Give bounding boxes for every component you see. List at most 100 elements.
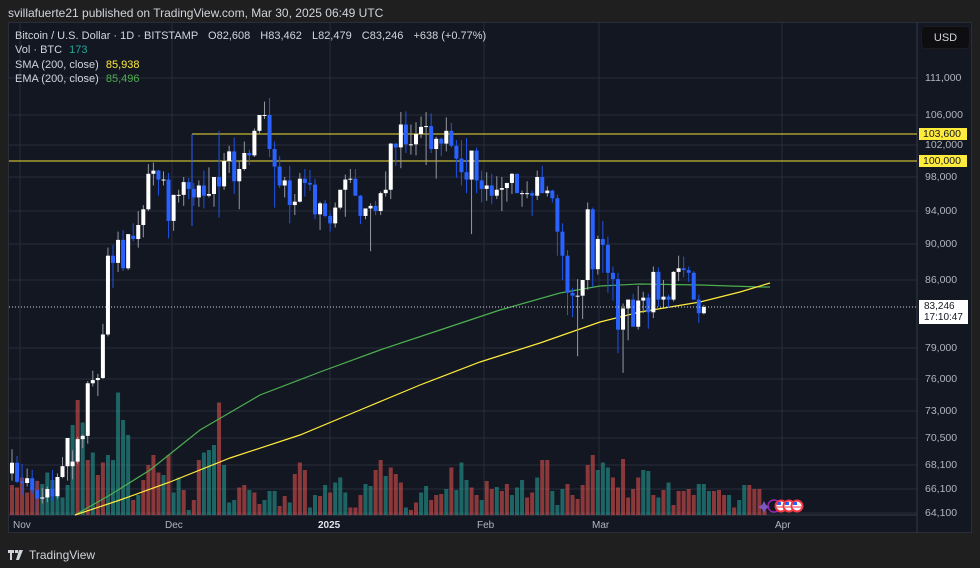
candle-body — [605, 244, 610, 273]
candle-body — [459, 158, 464, 173]
volume-bar — [383, 476, 388, 515]
tradingview-brand[interactable]: TradingView — [8, 548, 95, 562]
candle-body — [328, 215, 333, 224]
candle-body — [151, 170, 156, 174]
candle-body — [75, 439, 80, 462]
candle-body — [126, 234, 131, 269]
candle-body — [206, 194, 211, 196]
price-tick-label: 94,000 — [925, 205, 958, 217]
volume-bar — [499, 491, 504, 515]
symbol-row[interactable]: Bitcoin / U.S. Dollar · 1D · BITSTAMP O8… — [15, 29, 486, 43]
volume-bar — [156, 472, 161, 515]
volume-bar — [600, 462, 605, 515]
volume-bar — [444, 489, 449, 515]
volume-bar — [100, 462, 105, 515]
candle-body — [318, 203, 323, 215]
chart-frame[interactable] — [8, 22, 972, 533]
ema-row[interactable]: EMA (200, close) 85,496 — [15, 72, 486, 86]
sma-row[interactable]: SMA (200, close) 85,938 — [15, 58, 486, 72]
candle-body — [454, 145, 459, 159]
time-tick-label: Feb — [477, 520, 495, 531]
ema-label: EMA (200, close) — [15, 72, 99, 85]
candle-body — [35, 490, 40, 499]
time-tick-label: Nov — [13, 520, 31, 531]
volume-bar — [706, 491, 711, 515]
volume-bar — [439, 494, 444, 515]
candle-body — [348, 178, 353, 180]
level-tag-103600: 103,600 — [919, 128, 967, 140]
volume-bar — [307, 507, 312, 515]
candle-body — [262, 115, 267, 116]
candle-body — [560, 231, 565, 256]
candle-body — [434, 138, 439, 149]
candle-body — [116, 239, 121, 263]
candle-body — [631, 299, 636, 327]
volume-bar — [85, 460, 90, 515]
candle-body — [353, 178, 358, 196]
candle-body — [489, 185, 494, 196]
volume-bar — [616, 487, 620, 515]
candle-body — [656, 271, 661, 300]
volume-bar — [287, 502, 292, 515]
time-tick-label: 2025 — [318, 520, 341, 531]
volume-bar — [242, 485, 247, 515]
currency-button[interactable]: USD — [921, 26, 970, 49]
candle-body — [100, 334, 105, 378]
volume-bar — [636, 477, 641, 515]
volume-bar — [323, 485, 328, 515]
candle-body — [196, 185, 201, 198]
volume-bar — [252, 492, 257, 515]
candle-body — [338, 189, 343, 208]
volume-bar — [535, 477, 540, 515]
candle-body — [520, 193, 525, 195]
price-tick-label: 66,100 — [925, 483, 958, 495]
us-flag-canton — [777, 502, 781, 505]
volume-bar — [353, 507, 358, 515]
volume-label: Vol · BTC — [15, 44, 63, 57]
us-flag-canton — [785, 502, 789, 505]
candle-body — [146, 173, 151, 210]
candle-body — [555, 198, 560, 232]
volume-bar — [217, 402, 222, 515]
volume-bar — [181, 490, 186, 515]
volume-bar — [272, 491, 277, 515]
price-tick-label: 86,000 — [925, 274, 958, 286]
volume-bar — [90, 452, 95, 515]
volume-bar — [277, 506, 282, 515]
volume-bar — [186, 510, 191, 515]
candle-body — [530, 193, 535, 196]
volume-bar — [403, 507, 408, 515]
volume-bar — [343, 492, 348, 515]
candle-body — [333, 207, 338, 224]
candle-body — [580, 280, 585, 296]
volume-bar — [414, 502, 418, 515]
candle-body — [105, 255, 110, 335]
us-flag-canton — [793, 502, 797, 505]
volume-row[interactable]: Vol · BTC 173 — [15, 43, 486, 57]
volume-bar — [757, 489, 762, 515]
candle-body — [252, 130, 257, 156]
volume-bar — [176, 477, 181, 515]
volume-bar — [717, 490, 721, 515]
price-tick-label: 79,000 — [925, 342, 958, 354]
candle-body — [535, 177, 540, 196]
candle-body — [323, 203, 328, 216]
volume-bar — [686, 489, 691, 515]
price-tick-label: 98,000 — [925, 171, 958, 183]
volume-bar — [742, 485, 747, 515]
candle-body — [509, 173, 514, 183]
volume-bar — [732, 507, 737, 515]
candle-body — [641, 297, 646, 301]
price-tick-label: 111,000 — [925, 72, 962, 84]
candle-body — [585, 209, 590, 280]
candle-body — [307, 182, 312, 185]
volume-value: 173 — [69, 44, 88, 57]
price-tick-label: 90,000 — [925, 238, 958, 250]
volume-bar — [105, 455, 110, 515]
volume-bar — [479, 500, 484, 515]
volume-bar — [257, 504, 262, 515]
volume-bar — [469, 487, 474, 515]
volume-bar — [333, 482, 338, 515]
volume-bar — [121, 420, 126, 515]
